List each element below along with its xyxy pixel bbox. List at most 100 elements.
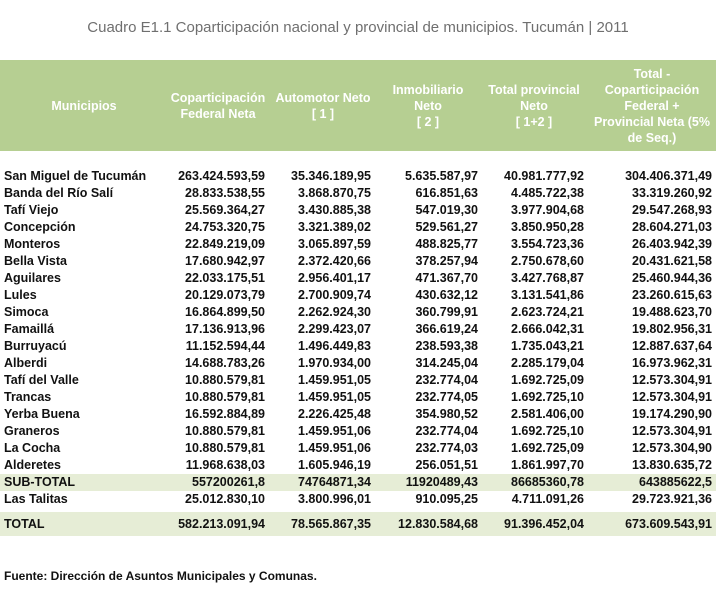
inmobiliario-value: 378.257,94 — [415, 254, 478, 268]
municipio-name: Trancas — [4, 390, 52, 404]
total-federal-provincial-value: 13.830.635,72 — [632, 458, 712, 472]
coparticipacion-value: 17.680.942,97 — [185, 254, 265, 268]
inmobiliario-value: 529.561,27 — [415, 220, 478, 234]
total-provincial-value: 1.692.725,09 — [511, 441, 584, 455]
inmobiliario-value: 547.019,30 — [415, 203, 478, 217]
municipio-name: Lules — [4, 288, 37, 302]
municipio-name: La Cocha — [4, 441, 61, 455]
table-title: Cuadro E1.1 Coparticipación nacional y p… — [87, 19, 629, 36]
coparticipacion-value: 14.688.783,26 — [185, 356, 265, 370]
table-row: Famaillá 17.136.913,96 2.299.423,07 366.619… — [0, 321, 716, 338]
header-automotor: Automotor Neto[ 1 ] — [275, 90, 371, 121]
total-federal-provincial-value: 19.802.956,31 — [632, 322, 712, 336]
total-provincial-value: 2.666.042,31 — [511, 322, 584, 336]
total-federal-provincial-value: 643885622,5 — [639, 475, 712, 489]
coparticipacion-value: 20.129.073,79 — [185, 288, 265, 302]
header-total-federal-provincial: Total - Coparticipación Federal + Provincia… — [593, 66, 710, 145]
automotor-value: 1.459.951,06 — [298, 441, 371, 455]
municipio-name: Bella Vista — [4, 254, 68, 268]
coparticipacion-value: 25.569.364,27 — [185, 203, 265, 217]
inmobiliario-value: 232.774,03 — [415, 441, 478, 455]
table-row: Aguilares 22.033.175,51 2.956.401,17 471.36… — [0, 270, 716, 287]
automotor-value: 1.459.951,05 — [298, 373, 371, 387]
header-municipios: Municipios — [51, 98, 117, 113]
inmobiliario-value: 430.632,12 — [415, 288, 478, 302]
municipio-name: Graneros — [4, 424, 60, 438]
inmobiliario-value: 238.593,38 — [415, 339, 478, 353]
automotor-value: 3.065.897,59 — [298, 237, 371, 251]
municipio-name: Alberdi — [4, 356, 48, 370]
automotor-value: 3.430.885,38 — [298, 203, 371, 217]
table-row: Yerba Buena 16.592.884,89 2.226.425,48 354.… — [0, 406, 716, 423]
automotor-value: 1.605.946,19 — [298, 458, 371, 472]
total-provincial-value: 2.285.179,04 — [511, 356, 584, 370]
coparticipacion-value: 17.136.913,96 — [185, 322, 265, 336]
municipio-name: Alderetes — [4, 458, 61, 472]
total-row: TOTAL 582.213.091,94 78.565.867,35 12.83… — [0, 512, 716, 536]
table-row: Alderetes 11.968.638,03 1.605.946,19 256.05… — [0, 457, 716, 474]
total-provincial-value: 4.485.722,38 — [511, 186, 584, 200]
coparticipacion-value: 16.592.884,89 — [185, 407, 265, 421]
inmobiliario-value: 5.635.587,97 — [405, 169, 478, 183]
inmobiliario-value: 910.095,25 — [415, 492, 478, 506]
coparticipacion-value: 22.033.175,51 — [185, 271, 265, 285]
table-row: San Miguel de Tucumán 263.424.593,59 35.34… — [0, 168, 716, 185]
total-federal-provincial-value: 28.604.271,03 — [632, 220, 712, 234]
total-provincial-value: 40.981.777,92 — [504, 169, 584, 183]
coparticipacion-value: 10.880.579,81 — [185, 390, 265, 404]
automotor-value: 1.459.951,06 — [298, 424, 371, 438]
automotor-value: 2.299.423,07 — [298, 322, 371, 336]
total-federal-provincial-value: 16.973.962,31 — [632, 356, 712, 370]
coparticipacion-value: 25.012.830,10 — [185, 492, 265, 506]
coparticipacion-value: 10.880.579,81 — [185, 441, 265, 455]
total-label: TOTAL — [4, 517, 45, 531]
automotor-value: 1.459.951,05 — [298, 390, 371, 404]
total-provincial-value: 3.131.541,86 — [511, 288, 584, 302]
total-provincial-value: 3.554.723,36 — [511, 237, 584, 251]
total-federal-provincial-value: 33.319.260,92 — [632, 186, 712, 200]
total-federal-provincial-value: 12.573.304,91 — [632, 390, 712, 404]
total-federal-provincial-value: 29.547.268,93 — [632, 203, 712, 217]
municipio-name: Burruyacú — [4, 339, 67, 353]
automotor-value: 1.496.449,83 — [298, 339, 371, 353]
total-provincial-value: 86685360,78 — [511, 475, 584, 489]
total-federal-provincial-value: 12.573.304,90 — [632, 441, 712, 455]
total-federal-provincial-value: 12.887.637,64 — [632, 339, 712, 353]
total-provincial-value: 3.427.768,87 — [511, 271, 584, 285]
table-row: Graneros 10.880.579,81 1.459.951,06 232.774… — [0, 423, 716, 440]
automotor-value: 3.800.996,01 — [298, 492, 371, 506]
automotor-value: 2.372.420,66 — [298, 254, 371, 268]
automotor-value: 3.868.870,75 — [298, 186, 371, 200]
coparticipacion-value: 11.968.638,03 — [185, 458, 265, 472]
table-row: Monteros 22.849.219,09 3.065.897,59 488.825… — [0, 236, 716, 253]
coparticipacion-value: 10.880.579,81 — [185, 373, 265, 387]
table-row: Bella Vista 17.680.942,97 2.372.420,66 378.… — [0, 253, 716, 270]
total-provincial-value: 1.692.725,09 — [511, 373, 584, 387]
automotor-value: 2.226.425,48 — [298, 407, 371, 421]
total-federal-provincial-value: 12.573.304,91 — [632, 424, 712, 438]
automotor-value: 35.346.189,95 — [291, 169, 371, 183]
table-row: Concepción 24.753.320,75 3.321.389,02 529.5… — [0, 219, 716, 236]
table-row: Tafí del Valle 10.880.579,81 1.459.951,05 2… — [0, 372, 716, 389]
municipio-name: Concepción — [4, 220, 76, 234]
total-provincial-value: 1.735.043,21 — [511, 339, 584, 353]
municipio-name: Yerba Buena — [4, 407, 80, 421]
table-body: San Miguel de Tucumán 263.424.593,59 35.34… — [0, 168, 716, 508]
inmobiliario-value: 314.245,04 — [415, 356, 478, 370]
total-federal-provincial-value: 25.460.944,36 — [632, 271, 712, 285]
coparticipacion-value: 16.864.899,50 — [185, 305, 265, 319]
total-federal-provincial-value: 29.723.921,36 — [632, 492, 712, 506]
total-provincial-value: 3.977.904,68 — [511, 203, 584, 217]
total-federal-provincial-value: 19.488.623,70 — [632, 305, 712, 319]
automotor-value: 2.262.924,30 — [298, 305, 371, 319]
total-federal-provincial: 673.609.543,91 — [625, 517, 712, 531]
inmobiliario-value: 232.774,05 — [415, 390, 478, 404]
municipio-name: Tafí Viejo — [4, 203, 59, 217]
total-federal-provincial-value: 26.403.942,39 — [632, 237, 712, 251]
inmobiliario-value: 256.051,51 — [415, 458, 478, 472]
table-row: Las Talitas 25.012.830,10 3.800.996,01 910.… — [0, 491, 716, 508]
total-coparticipacion: 582.213.091,94 — [178, 517, 265, 531]
automotor-value: 2.700.909,74 — [298, 288, 371, 302]
automotor-value: 74764871,34 — [298, 475, 371, 489]
coparticipacion-value: 11.152.594,44 — [185, 339, 265, 353]
